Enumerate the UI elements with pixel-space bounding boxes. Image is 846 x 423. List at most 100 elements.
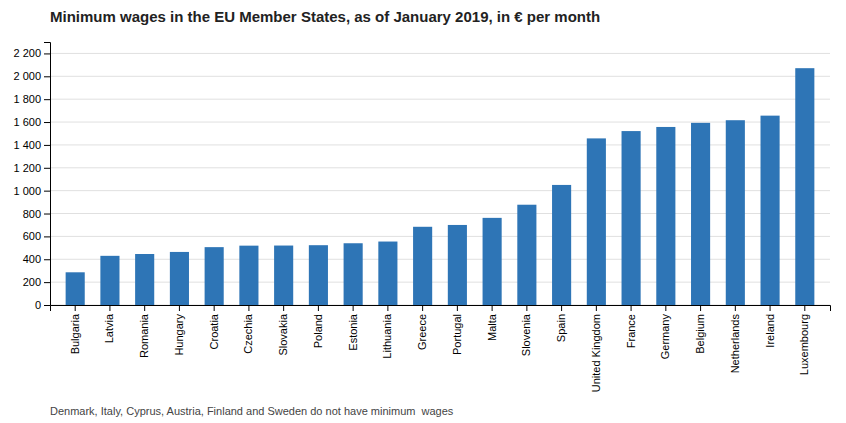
x-tick: France: [625, 305, 637, 348]
grid-line: [50, 144, 830, 145]
grid-line: [50, 236, 830, 237]
bar: [66, 272, 85, 305]
bar: [587, 138, 606, 305]
grid-line: [50, 122, 830, 123]
x-tick-label: Malta: [486, 313, 498, 341]
x-tick: Ireland: [764, 305, 776, 348]
bar: [239, 246, 258, 305]
x-tick-label: Spain: [555, 314, 567, 342]
x-tick-mark: [457, 305, 458, 311]
bar: [100, 256, 119, 305]
y-tick: 600: [23, 230, 50, 242]
x-tick-label: Luxembourg: [798, 314, 810, 375]
grid-line: [50, 76, 830, 77]
x-tick: Romania: [138, 305, 150, 358]
x-tick-mark: [109, 305, 110, 311]
bar: [795, 68, 814, 305]
x-tick: Slovenia: [520, 305, 532, 356]
grid-line: [50, 282, 830, 283]
y-tick: 1 000: [13, 185, 50, 197]
bar: [274, 246, 293, 305]
y-tick: 0: [35, 299, 50, 311]
y-tick-label: 0: [35, 299, 41, 311]
x-tick: Estonia: [347, 305, 359, 351]
x-tick-mark: [318, 305, 319, 311]
x-tick: Greece: [416, 305, 428, 350]
y-tick: 1 600: [13, 116, 50, 128]
footnote: Denmark, Italy, Cyprus, Austria, Finland…: [50, 405, 454, 417]
x-tick: Luxembourg: [798, 305, 810, 375]
y-tick-label: 600: [23, 230, 41, 242]
x-tick: Hungary: [173, 305, 185, 356]
bar: [517, 205, 536, 305]
grid-line: [50, 259, 830, 260]
x-tick-mark: [561, 305, 562, 311]
x-tick-label: United Kingdom: [590, 314, 602, 392]
x-tick-label: Slovakia: [277, 313, 289, 355]
grid-line: [50, 99, 830, 100]
x-tick-label: Latvia: [103, 313, 115, 343]
y-tick: 200: [23, 276, 50, 288]
x-tick-mark: [665, 305, 666, 311]
x-tick-mark: [770, 305, 771, 311]
title: Minimum wages in the EU Member States, a…: [50, 8, 600, 25]
y-tick-mark: [44, 99, 50, 100]
y-tick-mark: [44, 76, 50, 77]
x-tick-mark: [248, 305, 249, 311]
bar: [656, 127, 675, 305]
y-tick-mark: [44, 53, 50, 54]
x-tick-mark: [422, 305, 423, 311]
y-tick-mark: [44, 191, 50, 192]
x-tick-label: Ireland: [764, 314, 776, 348]
y-tick-label: 1 600: [13, 116, 41, 128]
x-tick-label: Germany: [659, 314, 671, 360]
x-tick: Lithuania: [381, 305, 393, 359]
x-tick-mark: [526, 305, 527, 311]
y-tick: 800: [23, 208, 50, 220]
y-tick-label: 200: [23, 276, 41, 288]
x-tick-label: Romania: [138, 313, 150, 358]
x-tick-mark: [387, 305, 388, 311]
bar: [552, 185, 571, 305]
x-tick-mark: [179, 305, 180, 311]
x-axis: BulgariaLatviaRomaniaHungaryCroatiaCzech…: [51, 305, 831, 392]
x-tick-label: Portugal: [451, 314, 463, 355]
bar: [483, 218, 502, 305]
x-tick: Slovakia: [277, 305, 289, 356]
x-tick-label: Netherlands: [729, 314, 741, 374]
y-axis: 0 200 400 600 800 1 000 1 200 1 400 1 600 1 800 2 …: [13, 43, 50, 312]
x-tick-mark: [283, 305, 284, 311]
y-tick: 1 400: [13, 139, 50, 151]
x-tick: Malta: [486, 305, 498, 341]
x-tick: Germany: [659, 305, 671, 359]
grid-line: [50, 53, 830, 54]
x-tick: Belgium: [694, 305, 706, 354]
x-axis-line: [51, 306, 831, 312]
grid-line: [50, 190, 830, 191]
y-tick-label: 1 800: [13, 93, 41, 105]
y-tick-mark: [44, 236, 50, 237]
y-tick-label: 800: [23, 208, 41, 220]
x-tick-label: Hungary: [173, 314, 185, 356]
x-tick-label: Poland: [312, 314, 324, 348]
y-tick: 1 200: [13, 162, 50, 174]
bars: [66, 68, 815, 305]
y-tick-label: 400: [23, 253, 41, 265]
y-tick: 1 800: [13, 93, 50, 105]
x-tick-label: Slovenia: [520, 313, 532, 356]
bar: [761, 116, 780, 305]
x-tick-mark: [75, 305, 76, 311]
x-tick: United Kingdom: [590, 305, 602, 392]
x-tick-mark: [353, 305, 354, 311]
y-tick-mark: [44, 282, 50, 283]
x-tick-mark: [492, 305, 493, 311]
x-tick-mark: [700, 305, 701, 311]
x-tick: Czechia: [242, 305, 254, 354]
y-tick: 2 200: [13, 47, 50, 59]
y-axis-line: [44, 43, 51, 306]
bar: [413, 227, 432, 305]
x-tick-label: France: [625, 314, 637, 348]
x-tick: Spain: [555, 305, 567, 342]
x-tick-mark: [804, 305, 805, 311]
y-tick-label: 1 200: [13, 162, 41, 174]
